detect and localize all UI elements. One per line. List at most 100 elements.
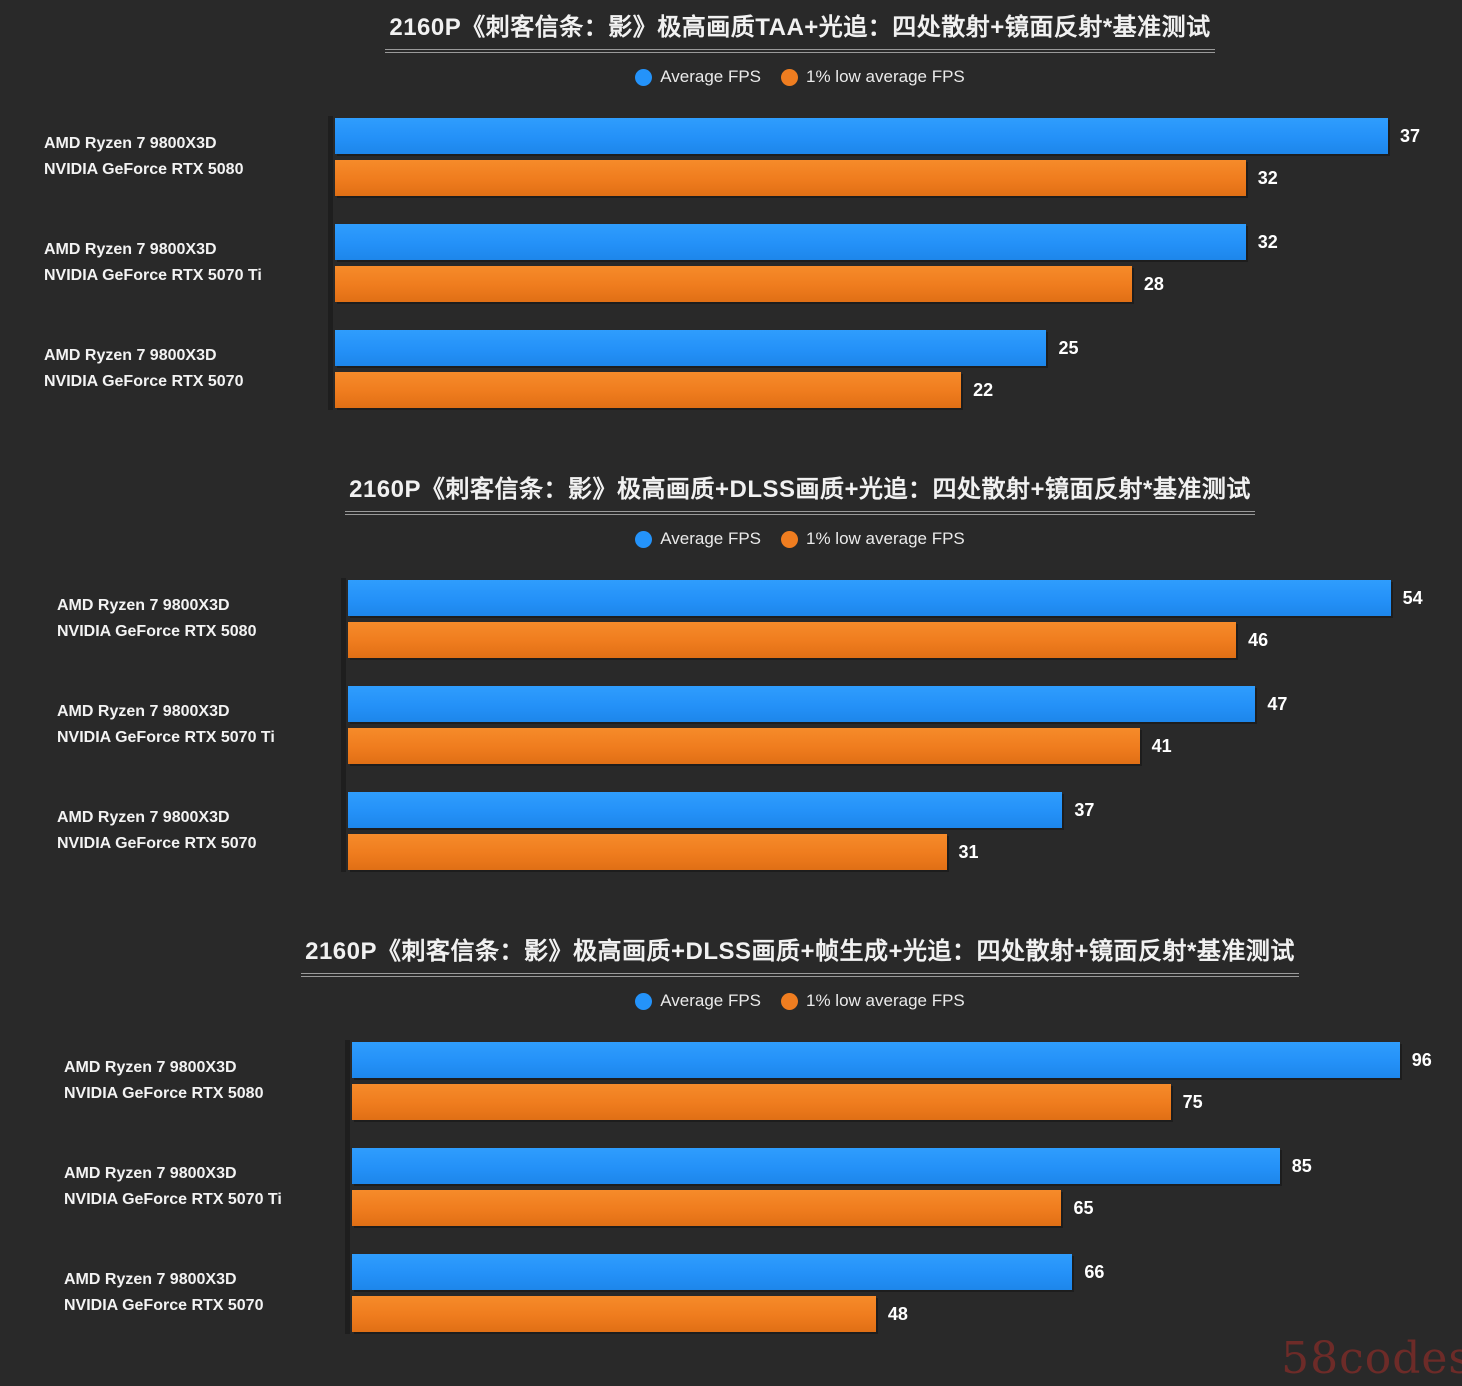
average-fps-bar [348,686,1256,722]
low-fps-bar [348,622,1237,658]
value-label: 54 [1402,587,1423,608]
cpu-label: AMD Ryzen 7 9800X3D [64,1059,237,1076]
low-fps-bar-track: 48 [352,1296,1462,1332]
value-label: 47 [1267,693,1288,714]
chart-section: 2160P《刺客信条：影》极高画质TAA+光追：四处散射+镜面反射*基准测试 Av… [0,0,1462,462]
value-label: 75 [1182,1091,1203,1112]
low-fps-bar [352,1084,1171,1120]
legend-row: Average FPS 1% low average FPS [0,528,1462,550]
low-fps-bar-track: 65 [352,1190,1462,1226]
cpu-label: AMD Ryzen 7 9800X3D [64,1165,237,1182]
gpu-label: NVIDIA GeForce RTX 5070 Ti [64,1191,282,1208]
average-fps-bar [335,118,1388,154]
value-label: 28 [1143,273,1164,294]
legend: Average FPS 1% low average FPS [635,66,965,88]
legend: Average FPS 1% low average FPS [635,990,965,1012]
low-fps-bar [335,372,962,408]
cpu-label: AMD Ryzen 7 9800X3D [44,135,217,152]
low-fps-bar-track: 22 [335,372,1462,408]
legend-row: Average FPS 1% low average FPS [0,66,1462,88]
value-label: 65 [1073,1197,1094,1218]
value-label: 25 [1058,337,1079,358]
low-fps-bar [352,1296,876,1332]
legend-item: 1% low average FPS [781,66,965,88]
legend-label: Average FPS [660,529,762,548]
value-label: 96 [1411,1049,1432,1070]
bars: 96 75 [352,1042,1462,1120]
low-fps-legend-dot-icon [781,992,799,1010]
bars: 25 22 [335,330,1462,408]
legend-row: Average FPS 1% low average FPS [0,990,1462,1012]
bars: 54 46 [348,580,1462,658]
row-label: AMD Ryzen 7 9800X3D NVIDIA GeForce RTX 50… [0,1042,352,1120]
bar-row: AMD Ryzen 7 9800X3D NVIDIA GeForce RTX 50… [0,224,1462,302]
legend-label: Average FPS [660,67,762,86]
gpu-label: NVIDIA GeForce RTX 5070 Ti [44,267,262,284]
legend-label: 1% low average FPS [806,529,965,548]
average-fps-bar [335,330,1047,366]
watermark: 58codes [1281,1333,1462,1384]
low-fps-bar [348,728,1140,764]
average-fps-bar [348,580,1391,616]
low-fps-bar [335,160,1246,196]
chart-title: 2160P《刺客信条：影》极高画质+DLSS画质+光追：四处散射+镜面反射*基准… [345,476,1255,515]
bar-row: AMD Ryzen 7 9800X3D NVIDIA GeForce RTX 50… [0,118,1462,196]
legend-item: Average FPS [635,990,761,1012]
bars: 66 48 [352,1254,1462,1332]
cpu-label: AMD Ryzen 7 9800X3D [44,347,217,364]
value-label: 31 [958,841,979,862]
bar-rows: AMD Ryzen 7 9800X3D NVIDIA GeForce RTX 50… [0,1040,1462,1334]
average-fps-bar [352,1148,1280,1184]
average-fps-bar-track: 47 [348,686,1462,722]
cpu-label: AMD Ryzen 7 9800X3D [44,241,217,258]
gpu-label: NVIDIA GeForce RTX 5070 Ti [57,729,275,746]
legend-label: 1% low average FPS [806,67,965,86]
gpu-label: NVIDIA GeForce RTX 5070 [57,835,257,852]
chart-title: 2160P《刺客信条：影》极高画质+DLSS画质+帧生成+光追：四处散射+镜面反… [301,938,1299,977]
legend-item: Average FPS [635,528,761,550]
value-label: 37 [1074,799,1095,820]
low-fps-bar [348,834,947,870]
chart-title: 2160P《刺客信条：影》极高画质TAA+光追：四处散射+镜面反射*基准测试 [385,14,1215,53]
gpu-label: NVIDIA GeForce RTX 5070 [44,373,244,390]
low-fps-bar-track: 41 [348,728,1462,764]
bar-row: AMD Ryzen 7 9800X3D NVIDIA GeForce RTX 50… [0,330,1462,408]
bar-row: AMD Ryzen 7 9800X3D NVIDIA GeForce RTX 50… [0,580,1462,658]
low-fps-bar-track: 28 [335,266,1462,302]
average-fps-bar [352,1254,1073,1290]
average-fps-bar-track: 32 [335,224,1462,260]
bar-row: AMD Ryzen 7 9800X3D NVIDIA GeForce RTX 50… [0,686,1462,764]
avg-fps-legend-dot-icon [635,992,653,1010]
legend-item: Average FPS [635,66,761,88]
average-fps-bar-track: 37 [335,118,1462,154]
average-fps-bar-track: 85 [352,1148,1462,1184]
average-fps-bar-track: 54 [348,580,1462,616]
legend-item: 1% low average FPS [781,528,965,550]
chart-section: 2160P《刺客信条：影》极高画质+DLSS画质+帧生成+光追：四处散射+镜面反… [0,924,1462,1386]
bar-rows: AMD Ryzen 7 9800X3D NVIDIA GeForce RTX 50… [0,116,1462,410]
row-label: AMD Ryzen 7 9800X3D NVIDIA GeForce RTX 50… [0,1254,352,1332]
cpu-label: AMD Ryzen 7 9800X3D [57,597,230,614]
cpu-label: AMD Ryzen 7 9800X3D [57,809,230,826]
avg-fps-legend-dot-icon [635,68,653,86]
average-fps-bar-track: 37 [348,792,1462,828]
low-fps-bar [335,266,1132,302]
gpu-label: NVIDIA GeForce RTX 5070 [64,1297,264,1314]
low-fps-bar-track: 75 [352,1084,1462,1120]
cpu-label: AMD Ryzen 7 9800X3D [57,703,230,720]
low-fps-legend-dot-icon [781,530,799,548]
bar-row: AMD Ryzen 7 9800X3D NVIDIA GeForce RTX 50… [0,1042,1462,1120]
legend-label: Average FPS [660,991,762,1010]
low-fps-bar [352,1190,1062,1226]
cpu-label: AMD Ryzen 7 9800X3D [64,1271,237,1288]
bar-rows: AMD Ryzen 7 9800X3D NVIDIA GeForce RTX 50… [0,578,1462,872]
low-fps-bar-track: 32 [335,160,1462,196]
bar-row: AMD Ryzen 7 9800X3D NVIDIA GeForce RTX 50… [0,1254,1462,1332]
row-label: AMD Ryzen 7 9800X3D NVIDIA GeForce RTX 50… [0,580,348,658]
value-label: 37 [1400,125,1421,146]
low-fps-bar-track: 46 [348,622,1462,658]
value-label: 32 [1257,167,1278,188]
low-fps-legend-dot-icon [781,68,799,86]
average-fps-bar-track: 96 [352,1042,1462,1078]
